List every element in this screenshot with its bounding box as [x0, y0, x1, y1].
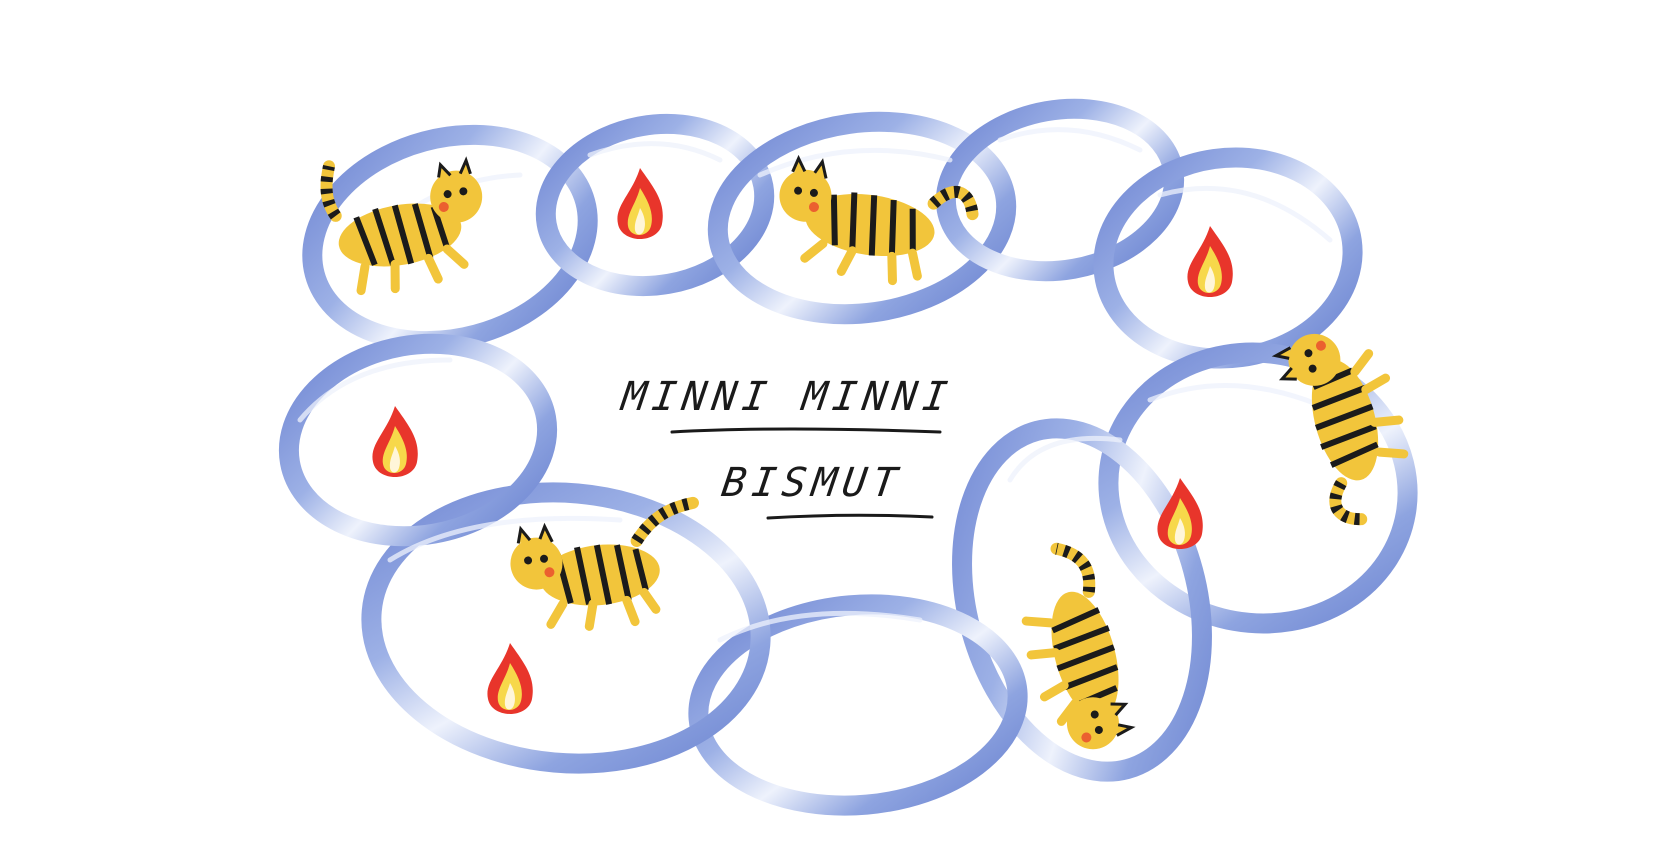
chain-ring [535, 113, 775, 297]
flame [617, 168, 663, 239]
title-block: MINNI MINNI BISMUT [617, 374, 956, 520]
chain-ring [688, 594, 1028, 816]
chain-ring [1098, 342, 1418, 634]
tiger [320, 156, 483, 296]
flame-group [372, 168, 1233, 714]
chain-ring-group [278, 98, 1418, 816]
title-underline-1 [670, 427, 942, 434]
tiger [1021, 542, 1136, 750]
chain-ring [707, 111, 1017, 325]
flame [487, 643, 533, 714]
chain-ring [302, 124, 598, 352]
flame [1157, 478, 1203, 549]
flame [1187, 226, 1233, 297]
tiger [779, 154, 979, 286]
tiger-group [320, 154, 1409, 750]
tiger [1271, 333, 1409, 526]
title-line-1: MINNI MINNI [617, 374, 956, 420]
chain-ring [278, 333, 558, 547]
flame [372, 406, 418, 477]
title-line-2: BISMUT [719, 460, 906, 506]
chain-ring [361, 482, 771, 774]
tiger [510, 496, 699, 631]
title-underline-2 [766, 513, 934, 520]
